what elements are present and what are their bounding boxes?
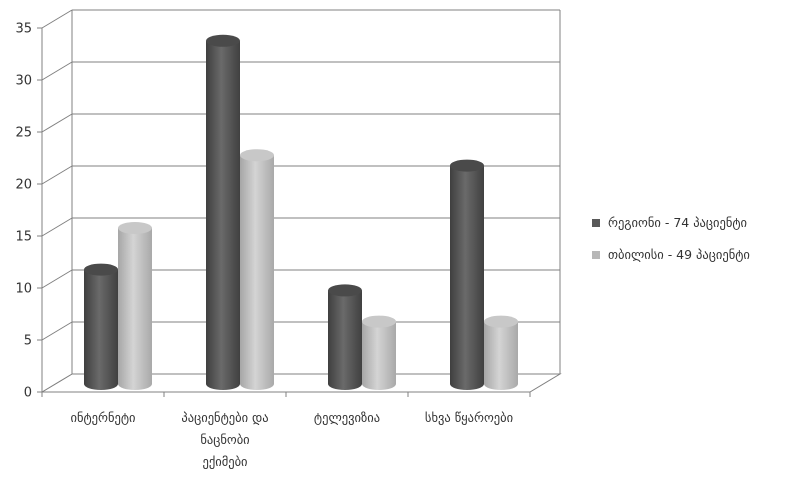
bar-top	[240, 149, 274, 162]
gridline-side	[41, 269, 73, 289]
side-wall	[42, 10, 72, 392]
bars	[84, 34, 518, 391]
bar	[362, 315, 396, 390]
bar-top	[450, 159, 484, 172]
legend-label: თბილისი - 49 პაციენტი	[608, 247, 750, 262]
gridline-side	[41, 321, 73, 341]
x-tick-label-line: ტელევიზია	[314, 410, 380, 425]
y-tick-label: 35	[15, 22, 32, 37]
bar	[240, 149, 274, 390]
x-tick-label: სხვა წყაროები	[425, 410, 513, 425]
y-tick-label: 5	[24, 334, 32, 349]
y-tick-label: 25	[15, 126, 32, 141]
gridline-side	[41, 217, 73, 237]
y-axis: 0 5 10 15 20 25 30 35	[15, 22, 43, 401]
bar	[328, 284, 362, 390]
y-tick-label: 15	[15, 230, 32, 245]
bar-body	[240, 155, 274, 390]
bar-body	[484, 321, 518, 390]
x-tick-label: პაციენტები და ნაცნობი ექიმები	[181, 410, 268, 469]
gridline-side	[41, 9, 73, 29]
x-tick-label-line: ინტერნეტი	[70, 410, 135, 425]
legend-swatch	[592, 251, 600, 259]
gridline-side	[41, 113, 73, 133]
legend: რეგიონი - 74 პაციენტი თბილისი - 49 პაციენ…	[592, 215, 750, 262]
y-tick-label: 20	[15, 178, 32, 193]
bar-body	[328, 290, 362, 390]
bar-body	[362, 321, 396, 390]
gridline-side	[41, 61, 73, 81]
gridline-side	[41, 373, 73, 393]
bar-top	[84, 263, 118, 276]
x-tick-label-line: ნაცნობი	[200, 432, 249, 447]
x-tick-label: ტელევიზია	[314, 410, 380, 425]
bar-body	[84, 269, 118, 390]
gridline-side	[41, 165, 73, 185]
bar-top	[328, 284, 362, 297]
bar	[450, 159, 484, 390]
bar-top	[362, 315, 396, 328]
bar-top	[206, 34, 240, 47]
bar-body	[450, 165, 484, 390]
legend-label: რეგიონი - 74 პაციენტი	[608, 215, 747, 230]
legend-swatch	[592, 219, 600, 227]
x-tick-label: ინტერნეტი	[70, 410, 135, 425]
bar-body	[206, 40, 240, 391]
bar-top	[118, 222, 152, 234]
bar-top	[484, 315, 518, 328]
x-tick-label-line: ექიმები	[202, 454, 247, 469]
x-tick-label-line: სხვა წყაროები	[425, 410, 513, 425]
bar-body	[118, 228, 152, 390]
y-tick-label: 0	[24, 386, 32, 401]
y-tick-label: 30	[15, 74, 32, 89]
bar	[118, 222, 152, 390]
plot-walls	[40, 10, 562, 393]
y-tick-label: 10	[15, 282, 32, 297]
bar	[84, 263, 118, 390]
x-tick-label-line: პაციენტები და	[181, 410, 268, 425]
bar	[206, 34, 240, 391]
x-axis: ინტერნეტი პაციენტები და ნაცნობი ექიმები ტელე…	[41, 391, 531, 469]
bar	[484, 315, 518, 390]
